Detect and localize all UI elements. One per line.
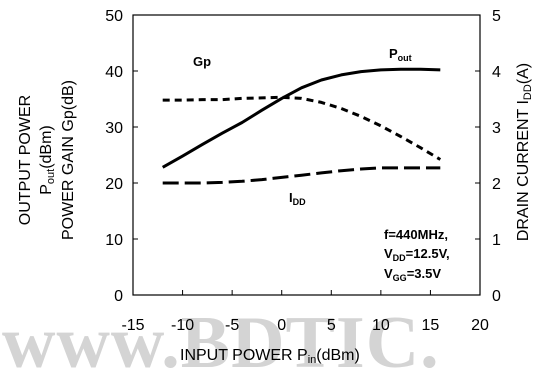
y-left-label-line3-main: POWER GAIN Gp(dB)	[60, 80, 77, 240]
series-label-gp-main: Gp	[193, 54, 211, 69]
y-left-label-line2-sub: out	[45, 169, 57, 184]
series-label-pout: Pout	[389, 46, 412, 63]
y-left-tick-label: 30	[105, 120, 123, 137]
y-left-label-line2-main: P	[38, 184, 55, 195]
series-line-pout	[161, 67, 441, 169]
y-right-label-sub: DD	[522, 84, 534, 100]
y-left-tick-label: 40	[105, 64, 123, 81]
y-right-tick-label: 2	[492, 176, 501, 193]
x-tick-label: -5	[225, 317, 239, 334]
x-axis-label-sub: in	[308, 354, 317, 366]
watermark: www.BDTIC.	[2, 302, 440, 369]
y-right-axis-ticks: 0 1 2 3 4 5	[475, 8, 501, 305]
plot-frame	[132, 14, 481, 296]
series-layer	[161, 67, 442, 185]
y-right-label: DRAIN CURRENT IDD(A)	[515, 63, 534, 241]
series-line-idd	[162, 166, 441, 185]
y-left-label-line2: Pout(dBm)	[38, 125, 57, 195]
y-left-label-line1-main: OUTPUT POWER	[17, 95, 34, 225]
y-right-tick-label: 0	[492, 288, 501, 305]
series-label-gp: Gp	[193, 54, 211, 69]
y-left-tick-label: 10	[105, 232, 123, 249]
x-tick-label: 5	[327, 317, 336, 334]
y-left-tick-label: 20	[105, 176, 123, 193]
series-label-idd-sub: DD	[293, 197, 306, 207]
condition-freq: f=440MHz,	[384, 227, 448, 242]
y-left-label-line1: OUTPUT POWER	[17, 95, 34, 225]
condition-vgg-rest: =3.5V	[407, 266, 442, 281]
condition-freq-main: f=440MHz,	[384, 227, 448, 242]
y-left-tick-label: 50	[105, 8, 123, 25]
y-right-tick-label: 5	[492, 8, 501, 25]
condition-vgg-sub: GG	[393, 273, 407, 283]
x-tick-label: 20	[471, 317, 489, 334]
condition-vgg-main: V	[384, 266, 393, 281]
y-right-tick-label: 4	[492, 64, 501, 81]
y-right-label-main: DRAIN CURRENT I	[515, 100, 532, 241]
y-right-tick-label: 1	[492, 232, 501, 249]
y-left-tick-label: 0	[114, 288, 123, 305]
series-label-pout-sub: out	[398, 53, 412, 63]
condition-vdd-main: V	[384, 246, 393, 261]
y-left-axis-ticks: 0 10 20 30 40 50	[105, 8, 138, 305]
x-tick-label: 15	[422, 317, 440, 334]
x-axis-label-unit: (dBm)	[316, 347, 360, 364]
y-right-tick-label: 3	[492, 120, 501, 137]
series-label-pout-main: P	[389, 46, 398, 61]
series-line-gp	[162, 95, 442, 161]
y-left-label-line3: POWER GAIN Gp(dB)	[60, 80, 77, 240]
series-label-idd: IDD	[289, 190, 306, 207]
x-axis-ticks: -15 -10 -5 0 5 10 15 20	[121, 290, 489, 334]
x-tick-label: -10	[171, 317, 194, 334]
x-tick-label: 0	[277, 317, 286, 334]
y-left-label-line2-unit: (dBm)	[38, 125, 55, 169]
x-axis-label-main: INPUT POWER P	[180, 347, 308, 364]
condition-vdd-rest: =12.5V,	[406, 246, 450, 261]
condition-vdd-sub: DD	[393, 253, 406, 263]
x-tick-label: 10	[372, 317, 390, 334]
condition-vdd: VDD=12.5V,	[384, 246, 450, 263]
condition-vgg: VGG=3.5V	[384, 266, 441, 283]
x-tick-label: -15	[121, 317, 144, 334]
x-axis-label: INPUT POWER Pin(dBm)	[180, 347, 360, 366]
y-right-label-unit: (A)	[515, 63, 532, 84]
series-label-idd-main: I	[289, 190, 293, 205]
